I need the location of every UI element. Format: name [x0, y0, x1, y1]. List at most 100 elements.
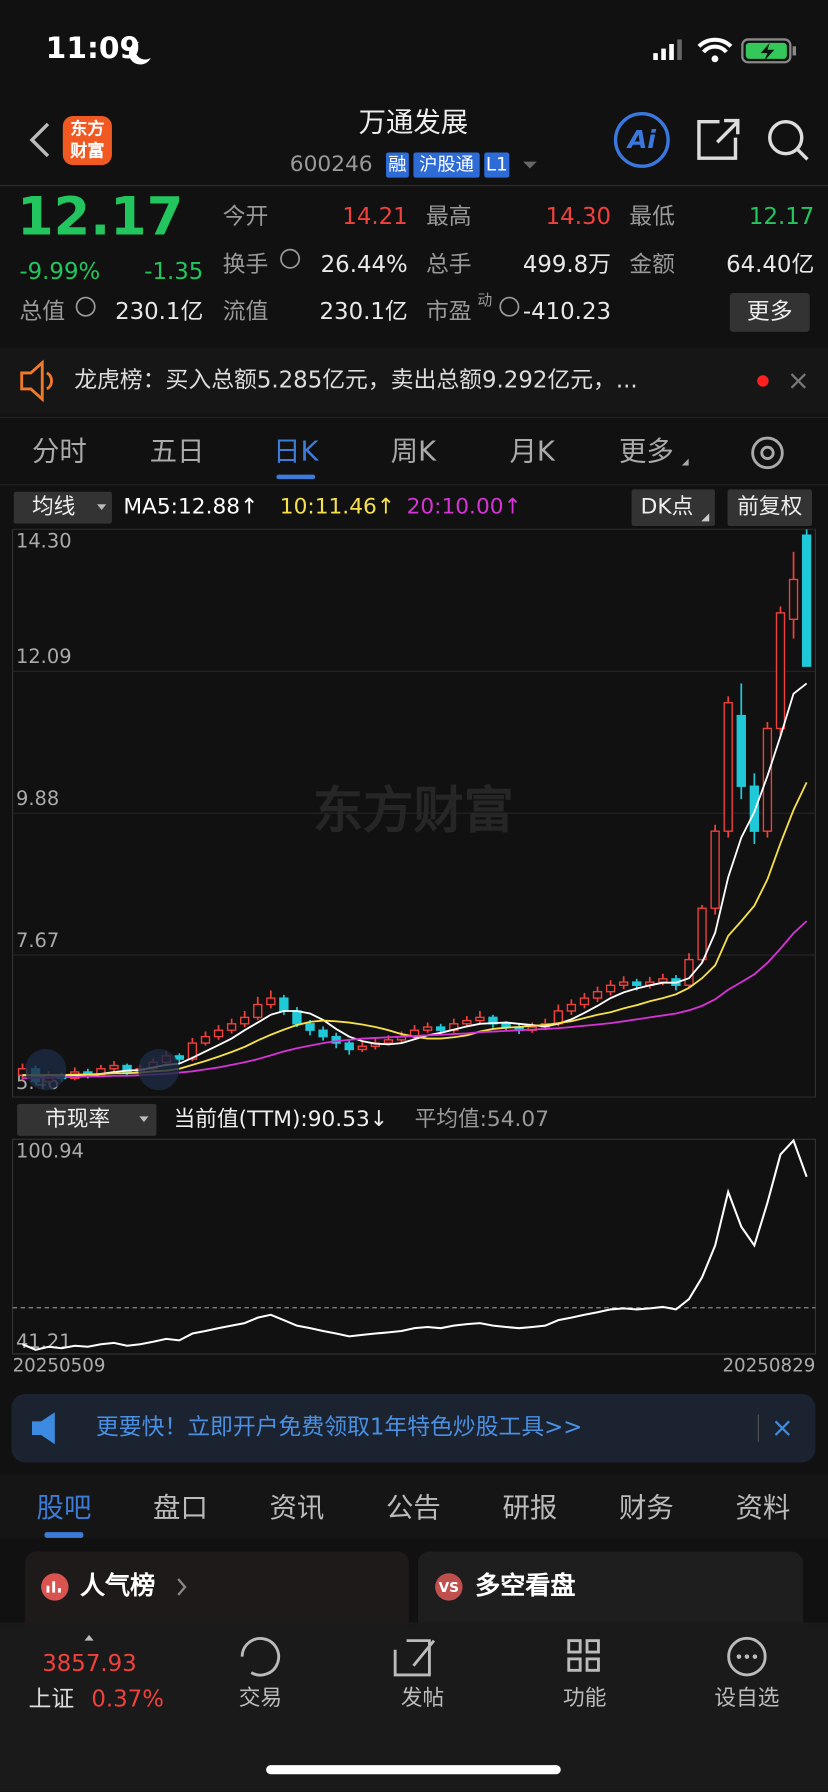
logo-text: 财富 [70, 140, 104, 161]
section-tabs-bar [0, 1473, 828, 1538]
nav-label[interactable]: 交易 [239, 1686, 282, 1711]
badge [413, 152, 480, 178]
nav-icons [240, 1636, 767, 1677]
pe-average-label: 平均值:54.07 [415, 1107, 549, 1132]
svg-text:Ai: Ai [626, 125, 656, 154]
period-tab[interactable]: 五日 [150, 436, 205, 467]
pe-line [22, 1138, 808, 1351]
card[interactable] [25, 1551, 409, 1632]
pe-current: 当前值(TTM):90.53↓ [174, 1107, 388, 1132]
ma-selector[interactable] [13, 491, 112, 524]
badge [386, 152, 409, 178]
period-tab[interactable]: 日K [273, 436, 319, 467]
y-tick-label: 9.88 [16, 787, 59, 810]
banner[interactable] [11, 1393, 816, 1463]
change-pct: -9.99% [19, 259, 100, 285]
section-tab[interactable]: 研报 [503, 1493, 558, 1524]
bottom-bar [0, 1625, 828, 1792]
quote-value: 14.21 [342, 204, 407, 230]
section-tab[interactable]: 公告 [386, 1493, 441, 1524]
legend-entry: 20:10.00↑ [407, 495, 522, 520]
quote-value: 499.8万 [523, 252, 611, 278]
dk-button[interactable] [631, 489, 715, 526]
tab-underline [276, 474, 316, 480]
quote-value: 12.17 [749, 204, 814, 230]
dropdown-mark [681, 458, 689, 466]
candle-body [292, 1010, 302, 1025]
settings-button[interactable] [751, 436, 784, 470]
quote-label-sup: 动 [477, 292, 492, 309]
period-tab[interactable]: 周K [391, 436, 437, 467]
ma-selector-text: 均线 [32, 495, 75, 520]
legend-entry: MA5:12.88↑ [123, 495, 258, 520]
quote-label: 今开 [223, 204, 269, 230]
banner-close[interactable] [774, 1420, 790, 1436]
logo [62, 115, 112, 166]
quote-label: 金额 [629, 252, 675, 278]
megaphone-icon [31, 1412, 55, 1445]
content: 11:09 东方财富 万通发展 600246 融沪股通 L1 12.17 -9.99% -1.3… [0, 31, 828, 1713]
quote-label: 最高 [426, 204, 472, 230]
quote-label: 市盈 [426, 299, 472, 325]
ai-button[interactable] [613, 111, 670, 168]
candle-body [266, 997, 276, 1006]
candle-body [710, 830, 720, 909]
more-button[interactable] [729, 292, 810, 332]
quote-label: 换手 [223, 252, 269, 278]
card-title: 多空看盘 [475, 1571, 575, 1600]
y-tick-label: 12.09 [16, 645, 72, 668]
watermark: 东方财富 [313, 780, 514, 839]
logo-text: 东方 [70, 119, 104, 140]
x-label: 20250509 [13, 1356, 106, 1377]
badge-text: 融 [388, 155, 406, 176]
candle-body [501, 1023, 511, 1028]
share-button[interactable] [697, 118, 740, 160]
candle-body [697, 907, 707, 961]
candle-body [253, 1003, 263, 1019]
dropdown-mark [701, 513, 710, 522]
section-tab[interactable]: 财务 [619, 1493, 674, 1524]
section-tab[interactable]: 资讯 [270, 1493, 325, 1524]
nav-label[interactable]: 功能 [563, 1686, 606, 1711]
y-tick-label: 100.94 [16, 1139, 84, 1162]
index-value: 3857.93 [42, 1651, 136, 1677]
candle-body [788, 578, 799, 620]
quote-value: 64.40亿 [726, 252, 814, 278]
pe-selector[interactable] [17, 1103, 157, 1136]
candle-body [344, 1042, 354, 1051]
period-tab[interactable]: 月K [510, 436, 556, 467]
index-change: 0.37% [91, 1687, 164, 1713]
quote-label: 总值 [19, 299, 65, 325]
candle-body [279, 997, 289, 1012]
section-tab[interactable]: 盘口 [153, 1493, 208, 1524]
candle-body [200, 1035, 211, 1044]
back-button[interactable] [29, 122, 50, 158]
candle-body [422, 1026, 433, 1031]
section-tab[interactable]: 股吧 [37, 1493, 92, 1524]
badge [484, 152, 510, 178]
dragon-tiger-row [0, 347, 828, 415]
section-tab[interactable]: 资料 [736, 1493, 791, 1524]
candle-body [226, 1023, 237, 1031]
nav-label[interactable]: 设自选 [714, 1686, 779, 1711]
fq-button[interactable] [727, 489, 813, 526]
card[interactable] [417, 1551, 803, 1632]
fade [0, 1622, 828, 1626]
candle-body [723, 702, 733, 832]
candle-body [632, 981, 642, 986]
info-icons [75, 248, 520, 317]
pe-selector-text: 市现率 [45, 1107, 110, 1132]
home-indicator [266, 1765, 561, 1775]
nav-label[interactable]: 发帖 [401, 1686, 444, 1711]
x-label: 20250829 [722, 1356, 815, 1377]
stock-code: 600246 [290, 152, 373, 177]
candle-body [383, 1039, 394, 1044]
quote-label: 流值 [223, 299, 269, 325]
y-tick-label: 41.21 [16, 1330, 72, 1353]
close-button[interactable] [790, 373, 806, 389]
search-button[interactable] [768, 119, 804, 156]
header-icons: Ai [29, 111, 809, 169]
candle-body [96, 1068, 106, 1076]
period-tab[interactable]: 更多 [619, 436, 674, 467]
period-tab[interactable]: 分时 [32, 436, 87, 467]
